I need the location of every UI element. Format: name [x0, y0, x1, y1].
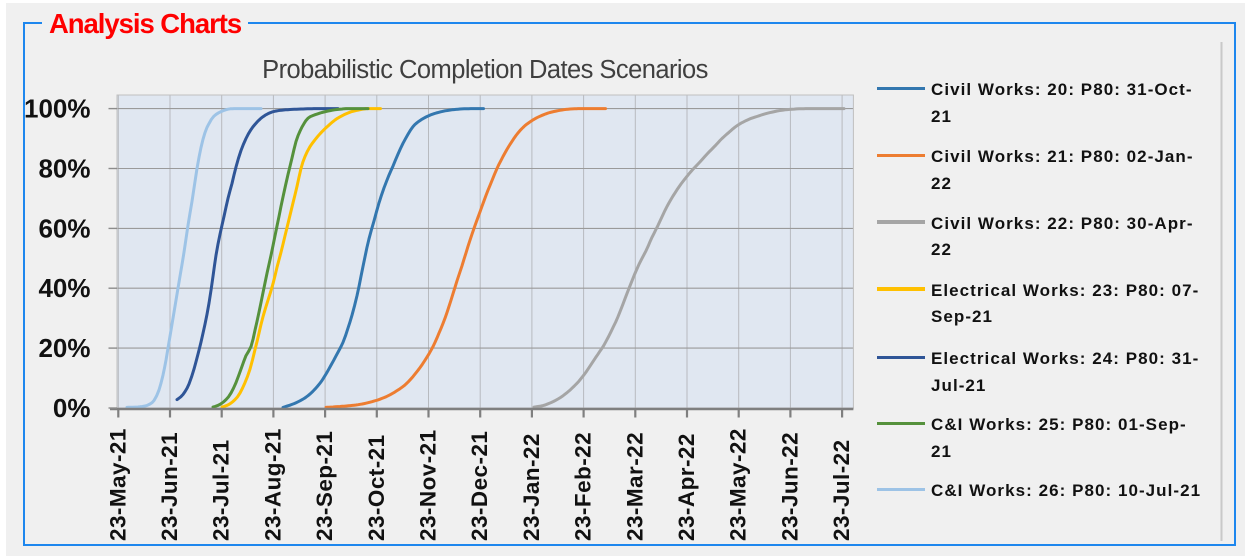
svg-text:23-Jun-21: 23-Jun-21: [157, 432, 182, 541]
svg-text:100%: 100%: [24, 94, 91, 124]
svg-text:23-Nov-21: 23-Nov-21: [416, 429, 441, 541]
svg-text:23-Jun-22: 23-Jun-22: [777, 432, 802, 541]
svg-text:23-Oct-21: 23-Oct-21: [364, 434, 389, 541]
svg-text:23-Jul-21: 23-Jul-21: [209, 439, 234, 541]
svg-text:23-Aug-21: 23-Aug-21: [260, 428, 285, 541]
svg-text:23-Sep-21: 23-Sep-21: [312, 431, 337, 541]
svg-text:60%: 60%: [38, 213, 90, 243]
svg-text:40%: 40%: [38, 273, 90, 303]
svg-text:23-May-22: 23-May-22: [726, 428, 751, 541]
svg-text:80%: 80%: [38, 154, 90, 184]
svg-text:23-Feb-22: 23-Feb-22: [571, 432, 596, 541]
svg-text:20%: 20%: [38, 333, 90, 363]
svg-text:23-May-21: 23-May-21: [105, 428, 130, 541]
svg-text:23-Apr-22: 23-Apr-22: [674, 433, 699, 541]
svg-text:23-Jul-22: 23-Jul-22: [829, 439, 854, 541]
svg-text:0%: 0%: [53, 393, 91, 423]
svg-text:23-Jan-22: 23-Jan-22: [519, 433, 544, 541]
svg-text:23-Mar-22: 23-Mar-22: [622, 432, 647, 541]
svg-text:23-Dec-21: 23-Dec-21: [467, 431, 492, 541]
